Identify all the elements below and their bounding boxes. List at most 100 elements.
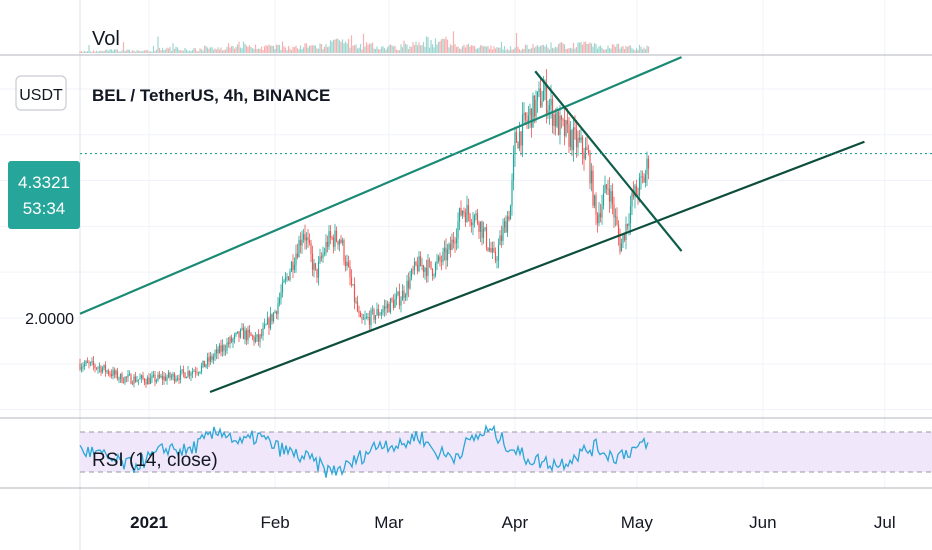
candle-24: [115, 368, 117, 379]
volume-bar-298: [526, 44, 528, 53]
volume-bar-303: [533, 47, 536, 53]
volume-bar-76: [193, 48, 195, 53]
volume-bar-312: [547, 47, 549, 53]
volume-bar-164: [325, 44, 327, 53]
candle-268: [481, 220, 483, 246]
volume-bar-78: [196, 51, 198, 53]
candle-356: [613, 196, 615, 228]
candle-27: [119, 373, 122, 384]
volume-bar-180: [349, 47, 351, 53]
candle-9: [92, 356, 95, 371]
volume-bar-67: [179, 50, 182, 53]
volume-bar-77: [194, 48, 197, 53]
volume-bar-327: [569, 47, 572, 53]
currency-badge[interactable]: USDT: [15, 75, 67, 111]
volume-bar-40: [139, 50, 141, 53]
volume-bar-232: [427, 37, 429, 53]
candle-12: [97, 366, 99, 374]
candle-4: [85, 359, 87, 367]
volume-bar-170: [334, 39, 336, 53]
candle-313: [548, 98, 551, 125]
candle-22: [112, 366, 114, 380]
volume-bar-69: [182, 50, 185, 53]
volume-bar-320: [559, 42, 561, 53]
candle-137: [284, 271, 287, 285]
candle-127: [269, 306, 272, 331]
candle-153: [308, 233, 311, 246]
candle-23: [113, 367, 116, 379]
volume-bar-244: [445, 36, 447, 53]
volume-bar-260: [469, 46, 471, 53]
price-axis[interactable]: 2.0000: [25, 311, 74, 328]
candle-241: [440, 255, 443, 271]
candle-361: [620, 238, 623, 252]
volume-bar-363: [623, 49, 626, 53]
volume-pane: [79, 31, 650, 53]
volume-bar-163: [323, 46, 326, 53]
candle-351: [605, 183, 608, 195]
candle-114: [250, 332, 252, 337]
volume-bar-185: [356, 48, 359, 53]
volume-bar-334: [580, 41, 582, 53]
candle-335: [581, 135, 584, 165]
candle-271: [485, 223, 488, 251]
candle-31: [125, 376, 128, 383]
volume-bar-280: [499, 47, 501, 53]
volume-bar-241: [440, 39, 443, 53]
candle-43: [143, 377, 146, 386]
volume-bar-215: [401, 47, 404, 53]
candle-276: [493, 241, 495, 254]
candle-99: [227, 336, 230, 348]
candle-248: [451, 233, 453, 251]
candle-159: [317, 256, 320, 286]
candle-48: [151, 371, 153, 383]
volume-bar-118: [256, 49, 258, 53]
volume-bar-33: [128, 49, 131, 53]
volume-bar-229: [422, 41, 425, 53]
candle-66: [178, 374, 180, 385]
volume-bar-366: [628, 45, 630, 53]
volume-bar-117: [254, 44, 257, 53]
candle-143: [293, 257, 296, 273]
candle-303: [533, 95, 536, 124]
candle-289: [512, 145, 515, 191]
volume-bar-226: [418, 42, 420, 53]
candle-244: [445, 238, 447, 270]
candle-233: [428, 257, 431, 268]
volume-bar-8: [91, 52, 93, 53]
volume-bar-240: [439, 41, 441, 53]
candle-238: [436, 253, 438, 271]
candle-54: [160, 373, 162, 379]
candle-29: [122, 377, 125, 384]
candle-148: [301, 230, 303, 255]
candle-267: [479, 221, 482, 243]
candle-174: [340, 234, 342, 244]
candle-136: [283, 279, 285, 283]
volume-bar-145: [296, 48, 299, 53]
candle-135: [281, 276, 284, 298]
candle-378: [646, 151, 648, 186]
volume-bar-273: [488, 48, 491, 53]
candle-305: [536, 91, 539, 113]
candle-157: [314, 262, 317, 271]
trendlines[interactable]: [79, 56, 865, 394]
volume-bar-79: [197, 51, 200, 53]
candle-317: [554, 108, 557, 136]
candle-198: [376, 302, 378, 316]
candle-25: [116, 367, 119, 381]
candle-141: [290, 260, 293, 273]
volume-bar-237: [434, 38, 437, 53]
volume-bar-266: [478, 47, 480, 53]
volume-bar-289: [512, 49, 515, 53]
candle-86: [208, 352, 210, 368]
time-axis[interactable]: 2021 Feb Mar Apr May Jun Jul: [130, 513, 895, 532]
candle-257: [464, 208, 467, 227]
candle-285: [506, 210, 509, 238]
volume-bar-103: [233, 48, 236, 53]
candle-173: [338, 238, 341, 252]
candle-65: [176, 375, 179, 382]
candle-193: [368, 310, 371, 330]
volume-bar-0: [79, 51, 81, 53]
candle-243: [443, 240, 446, 261]
